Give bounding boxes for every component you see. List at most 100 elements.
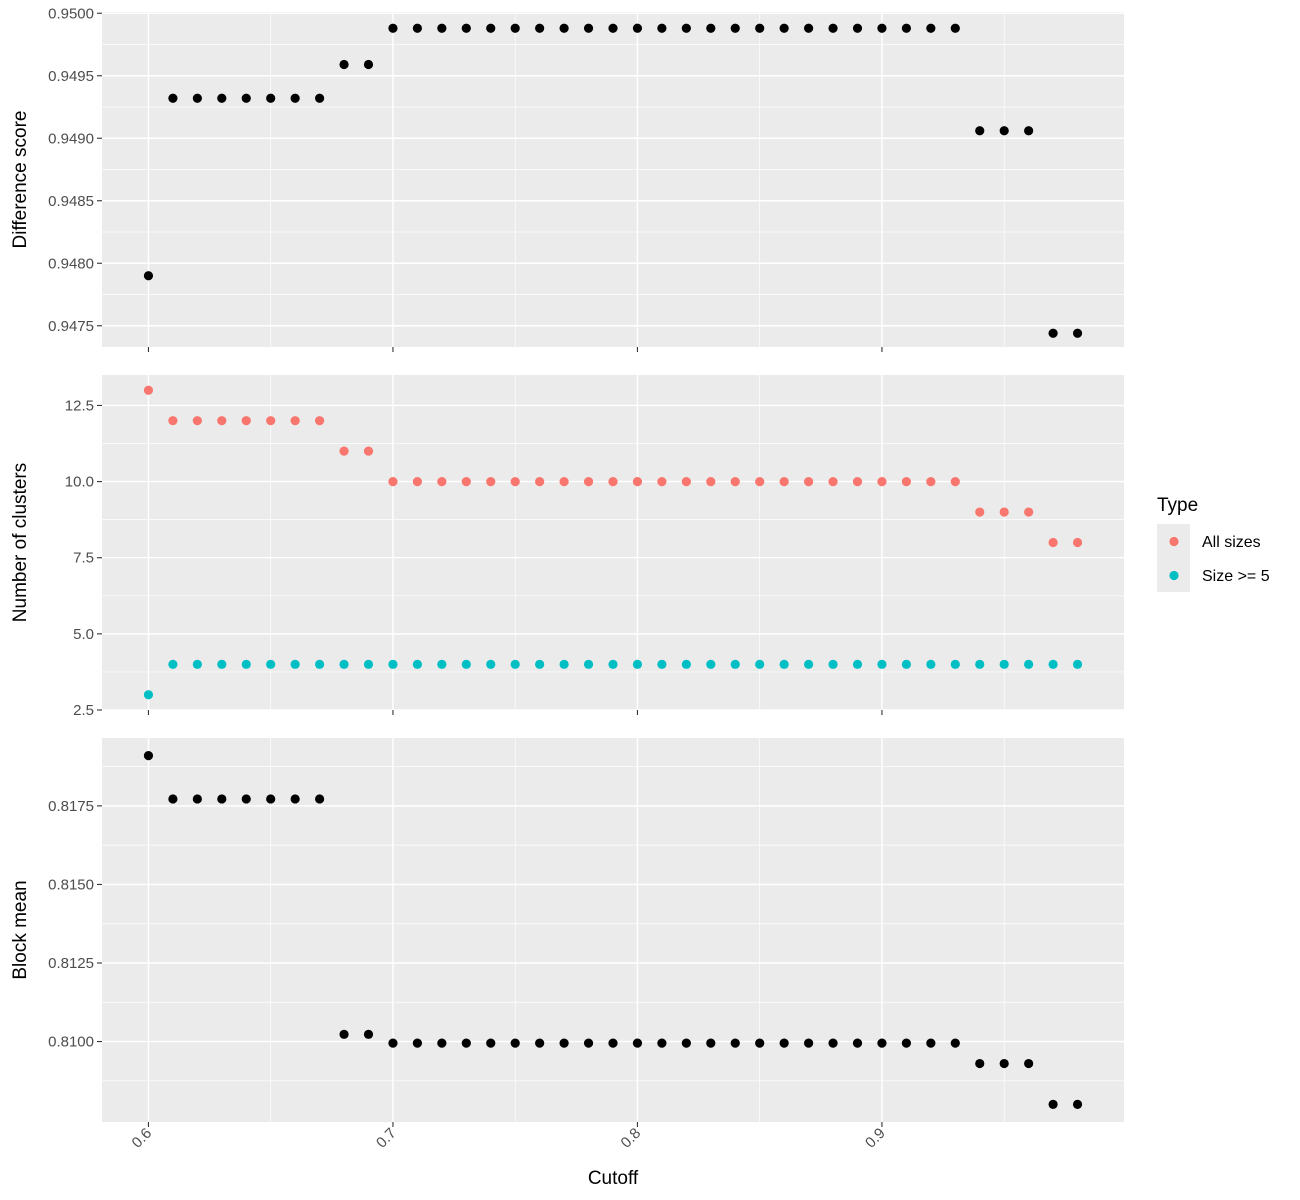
- data-point: [632, 23, 643, 33]
- data-point: [583, 1038, 594, 1048]
- data-point: [1048, 1099, 1058, 1110]
- x-tick-label: 0.6: [129, 1125, 156, 1152]
- legend-label: Size >= 5: [1202, 568, 1270, 585]
- data-point: [412, 23, 423, 33]
- data-point: [266, 416, 276, 426]
- data-point: [168, 416, 178, 426]
- data-point: [926, 1038, 936, 1048]
- data-point: [363, 59, 374, 70]
- data-point: [559, 23, 569, 33]
- data-point: [363, 659, 374, 669]
- data-point: [657, 476, 667, 487]
- data-point: [290, 416, 300, 426]
- data-point: [486, 23, 496, 33]
- data-point: [143, 385, 154, 395]
- data-point: [1048, 659, 1058, 669]
- data-point: [510, 1038, 520, 1048]
- data-point: [583, 476, 594, 487]
- data-point: [681, 1038, 691, 1048]
- data-point: [608, 659, 618, 669]
- data-point: [437, 23, 447, 33]
- data-point: [706, 659, 716, 669]
- data-point: [681, 659, 691, 669]
- data-point: [486, 1038, 496, 1048]
- data-point: [852, 23, 863, 33]
- data-point: [803, 23, 814, 33]
- data-point: [950, 23, 960, 33]
- data-point: [681, 23, 691, 33]
- panel-background: [102, 738, 1124, 1122]
- data-point: [535, 476, 545, 487]
- data-point: [388, 23, 398, 33]
- data-point: [486, 659, 496, 669]
- data-point: [852, 1038, 863, 1048]
- data-point: [510, 659, 520, 669]
- data-point: [217, 416, 227, 426]
- data-point: [363, 446, 374, 456]
- y-tick-label: 0.8175: [48, 798, 94, 815]
- data-point: [803, 1038, 814, 1048]
- data-point: [486, 476, 496, 487]
- x-tick-label: 0.7: [373, 1125, 400, 1152]
- data-point: [1024, 126, 1034, 136]
- data-point: [461, 1038, 471, 1048]
- data-point: [1024, 1058, 1034, 1069]
- data-point: [168, 794, 178, 804]
- legend-key-marker: [1169, 570, 1179, 581]
- panel-2: 2.5 5.0 7.5 10.0 12.5 Number of clusters: [10, 375, 1124, 719]
- data-point: [901, 476, 911, 487]
- y-tick-label: 5.0: [73, 626, 94, 643]
- data-point: [852, 476, 863, 487]
- data-point: [950, 476, 960, 487]
- x-axis-title: Cutoff: [588, 1168, 639, 1189]
- data-point: [559, 659, 569, 669]
- data-point: [657, 1038, 667, 1048]
- data-point: [657, 23, 667, 33]
- panel-1: 0.9475 0.9480 0.9485 0.9490 0.9495 0.9500 Diff…: [10, 5, 1124, 352]
- data-point: [510, 23, 520, 33]
- data-point: [363, 1029, 374, 1039]
- data-point: [975, 126, 985, 136]
- data-point: [388, 476, 398, 487]
- data-point: [535, 1038, 545, 1048]
- data-point: [437, 476, 447, 487]
- data-point: [339, 1029, 349, 1039]
- series-1: [143, 23, 1083, 338]
- data-point: [241, 416, 251, 426]
- data-point: [461, 476, 471, 487]
- data-point: [877, 1038, 887, 1048]
- data-point: [999, 659, 1009, 669]
- data-point: [755, 476, 765, 487]
- data-point: [828, 23, 838, 33]
- data-point: [632, 659, 643, 669]
- data-point: [877, 23, 887, 33]
- data-point: [412, 1038, 423, 1048]
- data-point: [877, 659, 887, 669]
- data-point: [339, 59, 349, 70]
- y-tick-label: 0.9500: [48, 5, 94, 22]
- data-point: [779, 1038, 789, 1048]
- data-point: [290, 794, 300, 804]
- x-tick-label: 0.8: [618, 1125, 645, 1152]
- data-point: [681, 476, 691, 487]
- data-point: [706, 23, 716, 33]
- data-point: [535, 23, 545, 33]
- data-point: [730, 1038, 740, 1048]
- data-point: [608, 476, 618, 487]
- data-point: [1024, 507, 1034, 517]
- y-tick-label: 2.5: [73, 702, 94, 719]
- data-point: [412, 476, 423, 487]
- y-tick-label: 0.8125: [48, 955, 94, 972]
- legend-title: Type: [1157, 495, 1198, 516]
- data-point: [1024, 659, 1034, 669]
- data-point: [1072, 537, 1083, 548]
- data-point: [290, 93, 300, 103]
- y-tick-label: 12.5: [65, 397, 94, 414]
- data-point: [315, 416, 325, 426]
- data-point: [608, 23, 618, 33]
- data-point: [217, 794, 227, 804]
- data-point: [461, 23, 471, 33]
- data-point: [266, 659, 276, 669]
- data-point: [852, 659, 863, 669]
- data-point: [657, 659, 667, 669]
